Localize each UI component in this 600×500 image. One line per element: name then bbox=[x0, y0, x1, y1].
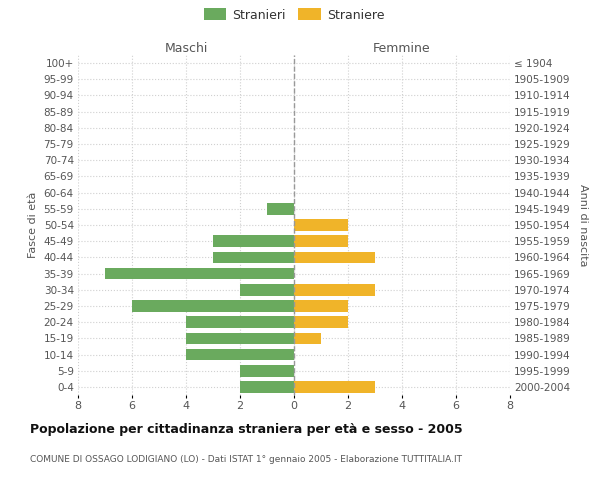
Bar bbox=[105, 268, 294, 280]
Bar bbox=[267, 203, 294, 214]
Bar bbox=[186, 332, 294, 344]
Y-axis label: Fasce di età: Fasce di età bbox=[28, 192, 38, 258]
Bar bbox=[294, 252, 375, 263]
Bar bbox=[294, 284, 375, 296]
Bar bbox=[240, 381, 294, 392]
Bar bbox=[240, 284, 294, 296]
Bar bbox=[132, 300, 294, 312]
Text: COMUNE DI OSSAGO LODIGIANO (LO) - Dati ISTAT 1° gennaio 2005 - Elaborazione TUTT: COMUNE DI OSSAGO LODIGIANO (LO) - Dati I… bbox=[30, 455, 462, 464]
Bar bbox=[240, 365, 294, 376]
Text: Popolazione per cittadinanza straniera per età e sesso - 2005: Popolazione per cittadinanza straniera p… bbox=[30, 422, 463, 436]
Text: Maschi: Maschi bbox=[164, 42, 208, 55]
Legend: Stranieri, Straniere: Stranieri, Straniere bbox=[199, 4, 389, 26]
Bar bbox=[294, 332, 321, 344]
Bar bbox=[294, 381, 375, 392]
Bar bbox=[294, 219, 348, 231]
Bar bbox=[186, 316, 294, 328]
Bar bbox=[186, 348, 294, 360]
Bar bbox=[294, 316, 348, 328]
Bar bbox=[294, 300, 348, 312]
Bar bbox=[213, 236, 294, 247]
Bar bbox=[213, 252, 294, 263]
Y-axis label: Anni di nascita: Anni di nascita bbox=[578, 184, 588, 266]
Bar bbox=[294, 236, 348, 247]
Text: Femmine: Femmine bbox=[373, 42, 431, 55]
